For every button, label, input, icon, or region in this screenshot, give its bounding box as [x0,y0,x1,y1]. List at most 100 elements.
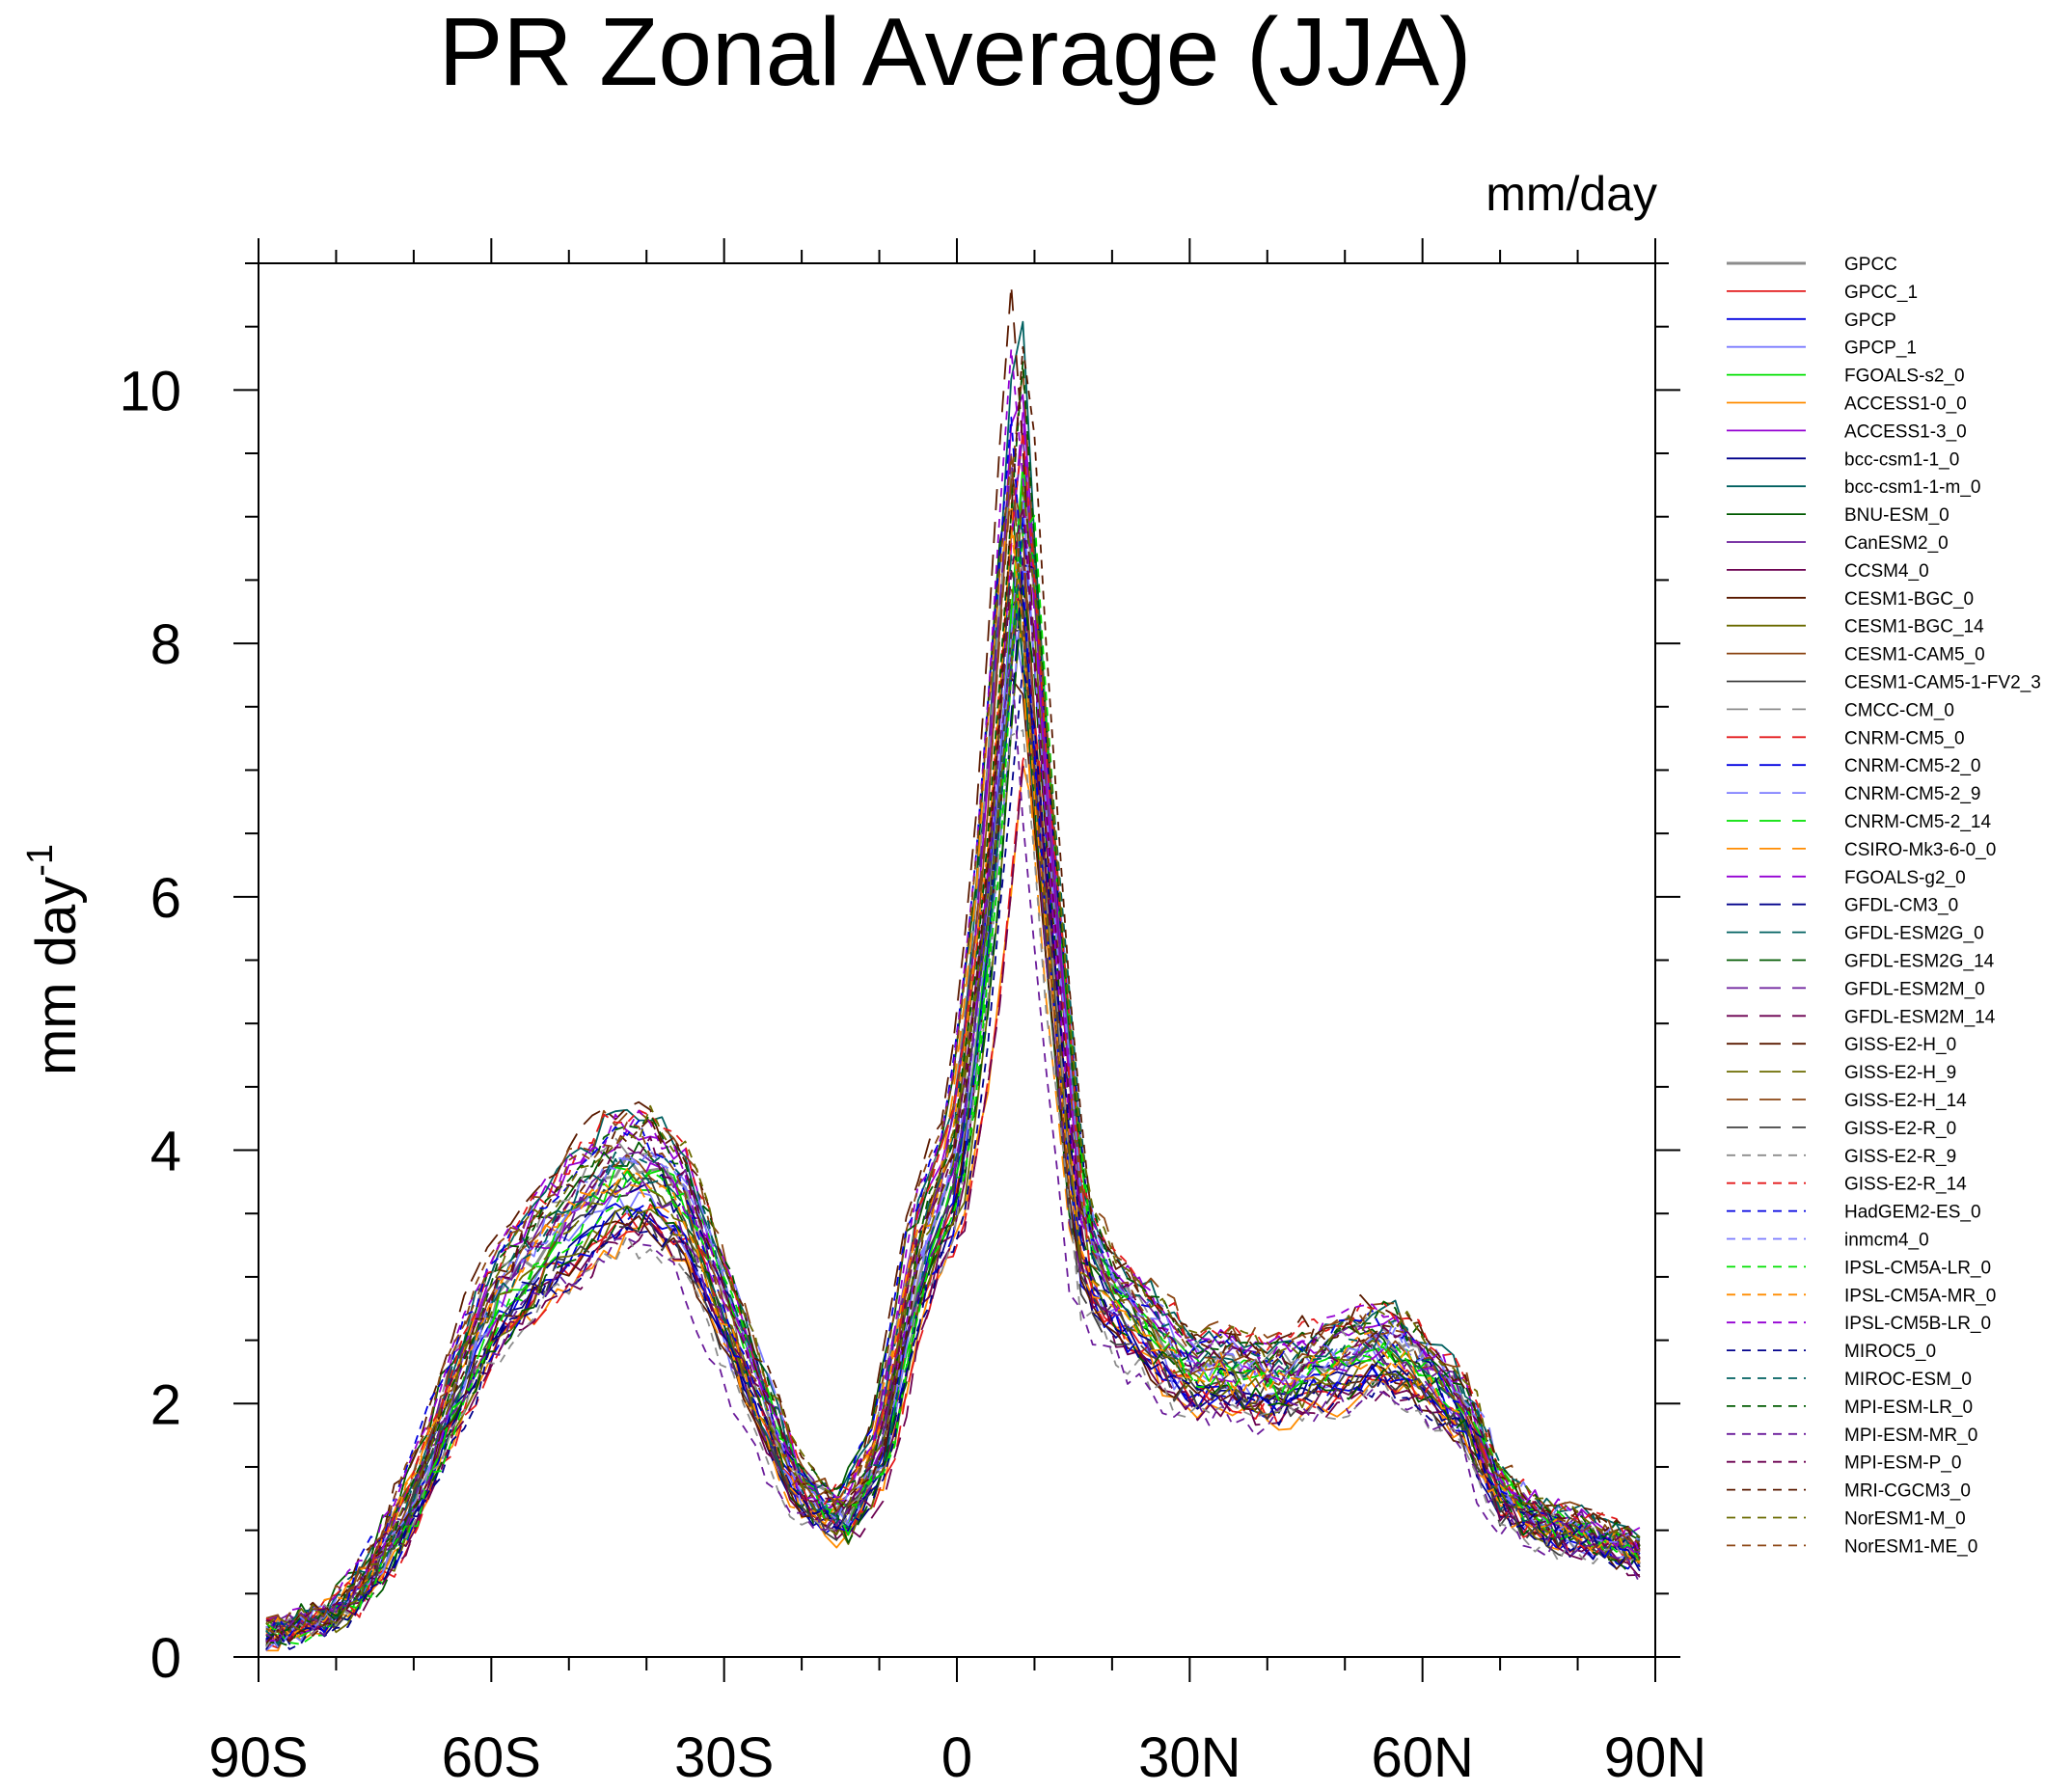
legend-label: GFDL-ESM2G_0 [1844,924,1984,944]
legend-label: GFDL-ESM2M_14 [1844,1007,1996,1027]
plot-frame [258,262,1656,1658]
legend-label: IPSL-CM5A-MR_0 [1844,1286,1996,1306]
axis-ticks [233,238,1680,1682]
series-line-40 [265,528,1641,1645]
series-line-25 [265,584,1641,1647]
series-line-22 [265,411,1641,1642]
series-line-13 [265,582,1641,1643]
legend-label: ACCESS1-0_0 [1844,394,1967,415]
legend-label: GISS-E2-R_14 [1844,1175,1967,1195]
legend-label: IPSL-CM5B-LR_0 [1844,1314,1991,1334]
legend-label: GFDL-ESM2M_0 [1844,979,1985,999]
y-tick-label: 8 [150,613,181,676]
legend-label: CNRM-CM5-2_14 [1844,812,1991,832]
series-line-45 [265,484,1641,1632]
series-line-15 [265,629,1641,1648]
x-tick-labels: 90S 60S 30S 0 30N 60N 90N [208,1726,1706,1789]
legend-label: CESM1-CAM5_0 [1844,645,1985,665]
y-tick-label: 10 [119,360,181,422]
y-tick-labels: 0 2 4 6 8 10 [119,360,181,1690]
series-line-6 [265,394,1641,1628]
legend-label: HadGEM2-ES_0 [1844,1203,1981,1223]
y-axis-label-exponent: -1 [20,844,61,877]
series-line-38 [265,348,1641,1643]
series-line-41 [265,361,1641,1638]
x-tick-label: 60N [1371,1726,1473,1789]
legend-label: GISS-E2-H_9 [1844,1063,1956,1083]
legend-label: FGOALS-s2_0 [1844,367,1965,387]
series-line-33 [265,431,1641,1640]
legend-label: CCSM4_0 [1844,561,1929,582]
legend-label: MIROC-ESM_0 [1844,1370,1972,1390]
series-line-2 [265,600,1641,1647]
legend-label: GPCC [1844,255,1897,275]
legend-label: FGOALS-g2_0 [1844,868,1966,888]
legend-label: bcc-csm1-1_0 [1844,449,1959,470]
series-line-24 [265,555,1641,1633]
series-line-7 [265,599,1641,1647]
legend-label: GISS-E2-H_14 [1844,1091,1967,1111]
legend-label: NorESM1-ME_0 [1844,1536,1977,1557]
legend-label: GFDL-CM3_0 [1844,896,1958,916]
legend-label: GFDL-ESM2G_14 [1844,952,1995,972]
y-axis-label: mm day-1 [20,844,88,1075]
y-tick-label: 2 [150,1373,181,1436]
x-tick-label: 0 [941,1726,972,1789]
x-tick-label: 90S [208,1726,308,1789]
series-line-36 [265,514,1641,1645]
plot-area [265,285,1642,1652]
legend-label: NorESM1-M_0 [1844,1509,1966,1530]
series-line-30 [265,367,1641,1642]
legend-label: CNRM-CM5-2_9 [1844,784,1980,804]
legend-label: GPCC_1 [1844,283,1918,303]
x-tick-label: 30S [674,1726,774,1789]
legend-label: MPI-ESM-MR_0 [1844,1425,1977,1446]
legend-label: GPCP_1 [1844,339,1917,359]
legend-label: GISS-E2-R_0 [1844,1119,1956,1139]
chart-title: PR Zonal Average (JJA) [439,0,1472,106]
legend-label: CNRM-CM5_0 [1844,728,1965,748]
legend-label: GISS-E2-H_0 [1844,1035,1956,1055]
x-tick-label: 30N [1138,1726,1240,1789]
legend-label: BNU-ESM_0 [1844,505,1949,526]
legend-label: CESM1-BGC_14 [1844,617,1984,638]
series-line-12 [265,677,1641,1641]
series-line-28 [265,285,1641,1640]
series-line-42 [265,657,1641,1643]
series-line-21 [265,499,1641,1646]
y-tick-label: 6 [150,867,181,930]
legend-label: GPCP [1844,311,1896,331]
legend-label: bcc-csm1-1-m_0 [1844,477,1980,498]
legend-label: CanESM2_0 [1844,533,1949,554]
legend-label: MIROC5_0 [1844,1342,1936,1362]
units-label: mm/day [1486,167,1657,221]
series-line-32 [265,729,1641,1648]
legend-label: ACCESS1-3_0 [1844,421,1967,442]
x-tick-label: 90N [1604,1726,1706,1789]
x-tick-label: 60S [442,1726,541,1789]
series-line-39 [265,665,1641,1650]
series-line-37 [265,528,1641,1637]
series-line-44 [265,345,1641,1644]
series-line-17 [265,720,1641,1651]
legend-label: CMCC-CM_0 [1844,700,1954,720]
legend-label: MPI-ESM-P_0 [1844,1453,1961,1474]
legend: GPCC GPCC_1 GPCP GPCP_1 FGOALS-s2_0 ACCESS1-0… [1727,255,2041,1557]
legend-label: inmcm4_0 [1844,1231,1929,1251]
series-line-8 [265,320,1641,1638]
legend-label: MRI-CGCM3_0 [1844,1481,1971,1502]
y-tick-label: 0 [150,1627,181,1690]
legend-label: CESM1-CAM5-1-FV2_3 [1844,673,2041,693]
y-tick-label: 4 [150,1121,181,1183]
series-line-29 [265,587,1641,1641]
series-line-27 [265,746,1640,1643]
legend-label: CNRM-CM5-2_0 [1844,756,1980,776]
series-line-0 [265,470,1642,1633]
legend-label: MPI-ESM-LR_0 [1844,1398,1973,1418]
series-line-43 [265,505,1641,1643]
series-line-46 [265,454,1641,1636]
series-line-10 [265,432,1641,1643]
legend-label: CSIRO-Mk3-6-0_0 [1844,840,1996,860]
legend-label: CESM1-BGC_0 [1844,589,1974,610]
